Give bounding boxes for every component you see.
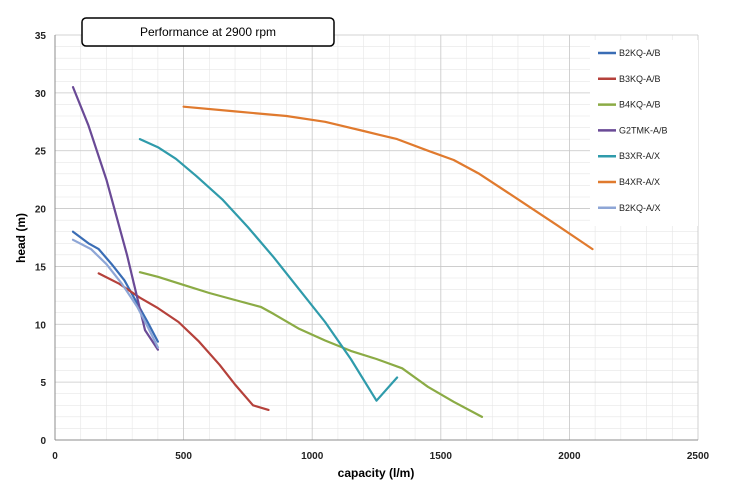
y-tick-label: 20 xyxy=(35,205,47,216)
x-tick-label: 1500 xyxy=(430,451,453,462)
x-tick-label: 2500 xyxy=(687,451,710,462)
chart-title-box: Performance at 2900 rpm xyxy=(81,17,335,47)
legend-entry-label: B2KQ-A/B xyxy=(619,48,661,58)
series-lines xyxy=(71,85,594,418)
legend-entry-label: B4KQ-A/B xyxy=(619,100,661,110)
y-axis-label: head (m) xyxy=(14,213,28,263)
legend-entry-label: B3KQ-A/B xyxy=(619,74,661,84)
series-line-b4xr-a-x xyxy=(182,105,594,251)
y-tick-label: 10 xyxy=(35,320,47,331)
y-tick-label: 5 xyxy=(40,378,46,389)
series-line-b4kq-a-b xyxy=(138,271,484,418)
x-tick-label: 500 xyxy=(175,451,192,462)
legend-entry-label: B4XR-A/X xyxy=(619,177,660,187)
axes xyxy=(54,35,698,441)
series-line-b3kq-a-b xyxy=(97,272,270,411)
series-line-g2tmk-a-b xyxy=(71,85,159,351)
chart-title: Performance at 2900 rpm xyxy=(140,25,276,39)
x-tick-label: 1000 xyxy=(301,451,324,462)
series-line-b2kq-a-b xyxy=(71,230,159,343)
series-line-b3xr-a-x xyxy=(138,138,399,402)
y-tick-label: 0 xyxy=(40,436,46,447)
y-tick-label: 15 xyxy=(35,262,47,273)
y-tick-label: 35 xyxy=(35,31,47,42)
legend-entry-label: B3XR-A/X xyxy=(619,151,660,161)
y-tick-label: 30 xyxy=(35,89,47,100)
x-tick-label: 0 xyxy=(52,451,58,462)
x-tick-label: 2000 xyxy=(558,451,581,462)
legend-entry-label: B2KQ-A/X xyxy=(619,203,661,213)
legend-entry-label: G2TMK-A/B xyxy=(619,125,668,135)
tick-labels: 0 500 1000 1500 2000 2500 0 5 10 15 20 25 30 35 xyxy=(35,31,710,462)
series-line-b2kq-a-x xyxy=(71,238,159,349)
legend-box xyxy=(590,40,698,226)
x-axis-label: capacity (l/m) xyxy=(338,466,415,480)
chart-title-frame xyxy=(81,17,335,47)
y-tick-label: 25 xyxy=(35,147,47,158)
legend: B2KQ-A/B B3KQ-A/B B4KQ-A/B G2TMK-A/B B3XR-A/… xyxy=(598,48,668,213)
